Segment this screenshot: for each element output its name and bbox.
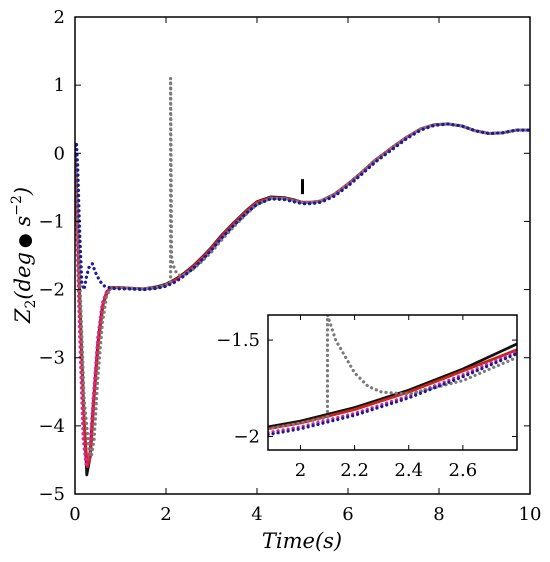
x-tick-label: 10 — [519, 504, 542, 525]
x-tick-label: 2.2 — [340, 460, 369, 481]
y-axis-title-sub: 2 — [23, 300, 39, 309]
y-tick-label: −3 — [38, 348, 65, 369]
y-axis-title-open: (deg — [11, 252, 35, 300]
inset-ticks: 2 2.2 2.4 2.6 −1.5 −2 — [216, 315, 517, 481]
y-axis-title-close: ) — [11, 187, 35, 196]
x-tick-label: 2.4 — [394, 460, 423, 481]
y-tick-label: −1.5 — [216, 330, 260, 351]
y-tick-label: −5 — [38, 484, 65, 505]
series-line-3 — [268, 350, 517, 435]
inset-plot-frame — [267, 314, 518, 451]
inset-series-group — [268, 315, 517, 437]
y-axis-title-bullet: ● — [15, 233, 35, 248]
x-tick-label: 2.6 — [449, 460, 478, 481]
x-tick-label: 2 — [295, 460, 306, 481]
series-line-4 — [75, 76, 530, 459]
y-tick-label: −4 — [38, 416, 65, 437]
inset-background — [268, 315, 517, 450]
y-tick-label: −2 — [233, 427, 260, 448]
series-line-2 — [268, 348, 517, 431]
y-tick-label: 1 — [54, 75, 65, 96]
series-line-5 — [75, 122, 530, 292]
y-tick-label: −2 — [38, 280, 65, 301]
main-series-group — [75, 76, 530, 477]
x-tick-label: 6 — [342, 504, 353, 525]
x-tick-label: 8 — [433, 504, 444, 525]
x-tick-label: 4 — [251, 504, 262, 525]
y-axis-title-exp: −2 — [9, 195, 25, 216]
series-line-4 — [268, 315, 517, 431]
inset-plot: 2 2.2 2.4 2.6 −1.5 −2 — [216, 314, 518, 481]
y-axis-title-s: s — [11, 216, 35, 234]
series-line-1 — [268, 342, 517, 429]
y-tick-label: 0 — [54, 143, 65, 164]
x-axis-title: Time(s) — [262, 529, 342, 553]
x-tick-label: 2 — [160, 504, 171, 525]
y-tick-label: −1 — [38, 211, 65, 232]
main-plot-frame — [74, 16, 531, 495]
y-axis-title-z: Z — [11, 308, 35, 324]
series-line-5 — [268, 352, 517, 437]
y-tick-label: 2 — [54, 7, 65, 28]
x-tick-label: 0 — [69, 504, 80, 525]
y-axis-title: Z2(deg ● s−2) — [9, 187, 39, 324]
